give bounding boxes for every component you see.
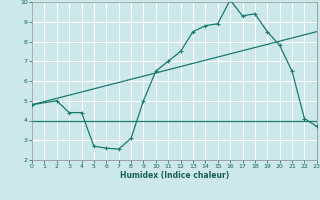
X-axis label: Humidex (Indice chaleur): Humidex (Indice chaleur) xyxy=(120,171,229,180)
